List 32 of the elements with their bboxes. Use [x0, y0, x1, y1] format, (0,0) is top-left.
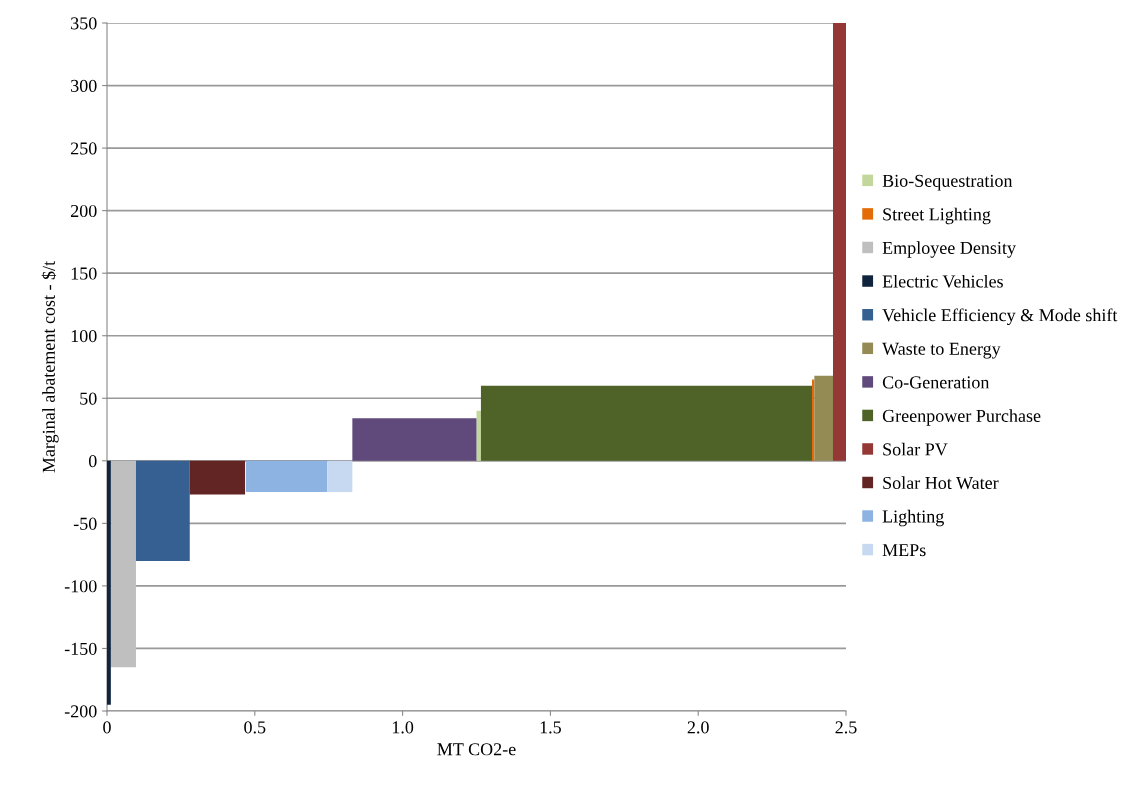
y-axis-title: Marginal abatement cost - $/t	[41, 260, 59, 473]
legend-label: Lighting	[882, 509, 944, 527]
y-tick-label: -200	[64, 705, 97, 718]
legend-label: Solar PV	[883, 442, 948, 456]
x-axis-title: MT CO2-e	[437, 743, 516, 756]
y-tick-label: 200	[70, 204, 97, 218]
legend-label: Solar Hot Water	[883, 476, 999, 490]
y-tick-label: 150	[71, 267, 97, 280]
y-tick-label: 300	[71, 79, 97, 92]
y-tick-label: 0	[88, 455, 97, 468]
legend-label: Vehicle Efficiency & Mode shift	[882, 308, 1118, 326]
y-tick-label: 100	[71, 329, 97, 343]
x-tick-label: 2.5	[835, 721, 857, 734]
legend-label: MEPs	[882, 544, 926, 557]
legend-label: Bio-Sequestration	[882, 174, 1013, 191]
y-tick-label: 50	[80, 392, 97, 405]
legend-label: Electric Vehicles	[882, 274, 1003, 288]
x-tick-label: 2.0	[687, 721, 709, 734]
x-tick-label: 1.5	[540, 721, 561, 734]
y-tick-label: -50	[73, 517, 97, 530]
x-tick-label: 0	[103, 721, 111, 734]
y-tick-label: 250	[70, 142, 97, 155]
x-tick-label: 0.5	[244, 721, 266, 734]
y-tick-label: -150	[64, 642, 97, 655]
legend-label: Greenpower Purchase	[882, 409, 1041, 426]
legend-label: Co-Generation	[882, 376, 990, 389]
legend-label: Street Lighting	[883, 207, 991, 225]
legend-label: Employee Density	[882, 241, 1016, 258]
x-tick-label: 1.0	[392, 721, 414, 734]
y-tick-label: -100	[64, 580, 97, 593]
y-tick-label: 350	[71, 17, 97, 30]
legend-label: Waste to Energy	[882, 342, 1001, 359]
